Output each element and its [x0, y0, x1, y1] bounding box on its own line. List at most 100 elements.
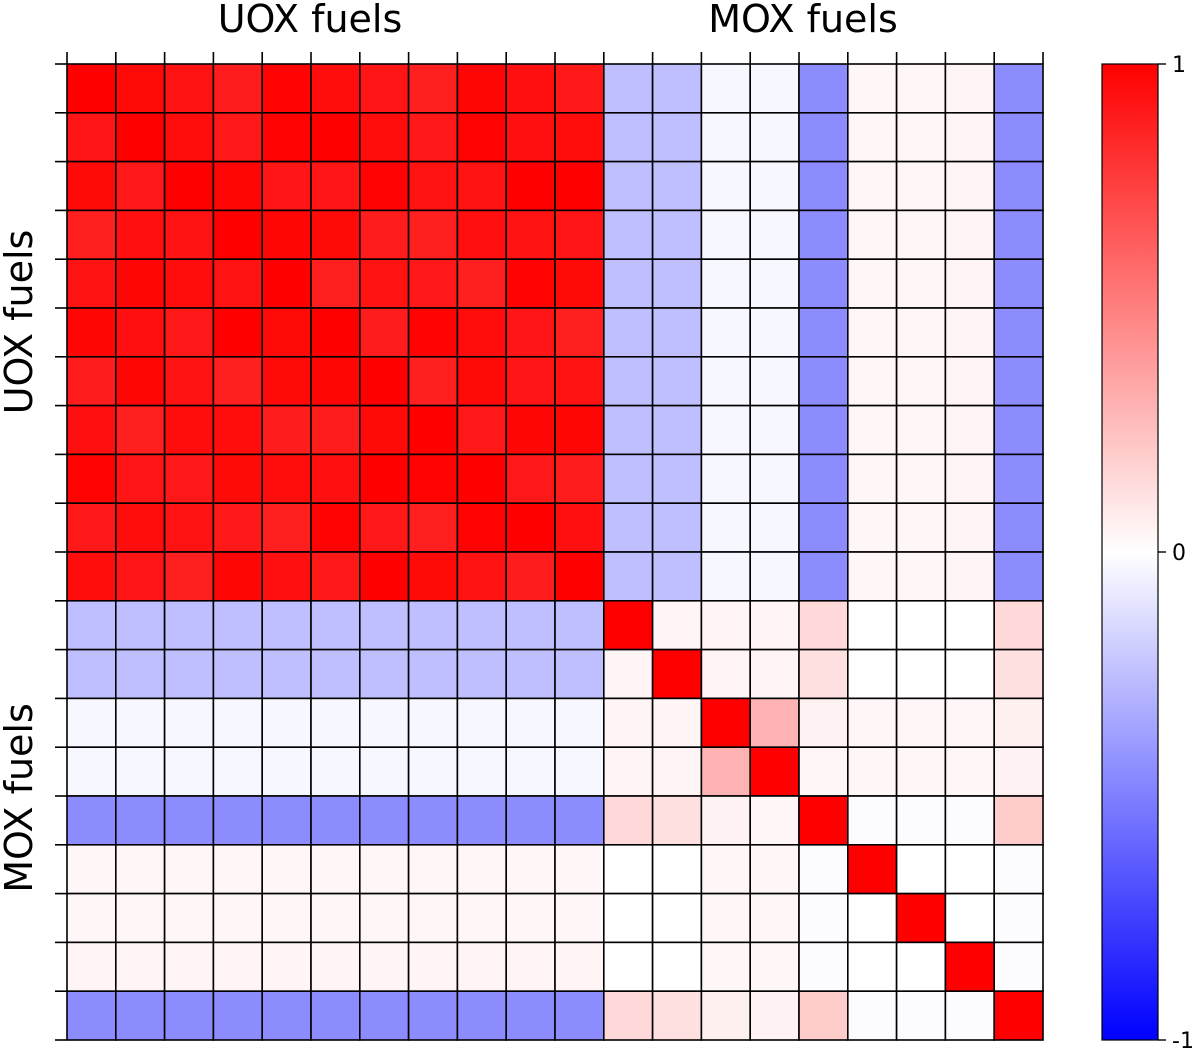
heatmap-cell-14-4	[261, 746, 312, 797]
heatmap-cell-1-2	[163, 112, 215, 163]
heatmap-cell-4-0	[66, 258, 117, 309]
heatmap-cell-19-13	[700, 990, 752, 1041]
heatmap-cell-10-1	[115, 551, 166, 602]
heatmap-cell-8-10	[554, 453, 605, 504]
heatmap-cell-0-13	[700, 63, 752, 114]
heatmap-cell-16-19	[993, 843, 1044, 895]
top-group-label-mox: MOX fuels	[708, 0, 898, 41]
heatmap-cell-3-7	[407, 209, 459, 260]
heatmap-cell-13-19	[993, 697, 1044, 749]
heatmap-cell-10-16	[846, 551, 898, 602]
heatmap-cell-8-15	[798, 453, 849, 504]
heatmap-cell-16-2	[163, 843, 215, 895]
heatmap-cell-8-14	[749, 453, 800, 504]
heatmap-cell-14-13	[700, 746, 752, 797]
heatmap-cell-19-6	[358, 990, 410, 1041]
heatmap-cell-16-8	[456, 843, 507, 895]
heatmap-cell-6-3	[212, 355, 263, 407]
heatmap-cell-4-9	[505, 258, 556, 309]
heatmap-cell-5-4	[261, 307, 312, 358]
heatmap-cell-8-7	[407, 453, 459, 504]
heatmap-cell-1-18	[944, 112, 996, 163]
heatmap-cell-15-12	[651, 795, 703, 846]
heatmap-cell-7-7	[407, 404, 459, 456]
heatmap-cell-11-9	[505, 599, 556, 651]
heatmap-cell-15-3	[212, 795, 263, 846]
heatmap-cell-13-17	[895, 697, 947, 749]
heatmap-cell-6-16	[846, 355, 898, 407]
heatmap-cell-17-17	[895, 892, 947, 944]
heatmap-cell-11-6	[358, 599, 410, 651]
heatmap-cell-2-6	[358, 160, 410, 212]
heatmap-cell-7-5	[310, 404, 361, 456]
heatmap-cell-15-15	[798, 795, 849, 846]
heatmap-cell-13-15	[798, 697, 849, 749]
heatmap-cell-0-1	[115, 63, 166, 114]
heatmap-cell-19-8	[456, 990, 507, 1041]
heatmap-cell-6-12	[651, 355, 703, 407]
heatmap-cell-6-1	[115, 355, 166, 407]
heatmap-cell-9-9	[505, 502, 556, 553]
heatmap-cell-5-5	[310, 307, 361, 358]
heatmap-cell-17-1	[115, 892, 166, 944]
heatmap-cell-17-0	[66, 892, 117, 944]
heatmap-cell-3-8	[456, 209, 507, 260]
heatmap-cell-5-8	[456, 307, 507, 358]
heatmap-cell-19-12	[651, 990, 703, 1041]
heatmap-cell-5-14	[749, 307, 800, 358]
heatmap-cell-18-11	[602, 941, 654, 993]
heatmap-cell-16-7	[407, 843, 459, 895]
heatmap-cell-9-1	[115, 502, 166, 553]
left-group-label-mox: MOX fuels	[0, 703, 41, 893]
heatmap-cell-16-15	[798, 843, 849, 895]
heatmap-cell-8-1	[115, 453, 166, 504]
heatmap-cell-4-10	[554, 258, 605, 309]
heatmap-cell-17-12	[651, 892, 703, 944]
heatmap-cell-12-7	[407, 648, 459, 700]
heatmap-cell-9-13	[700, 502, 752, 553]
heatmap-cell-1-16	[846, 112, 898, 163]
colorbar-tick-label-2: -1	[1172, 1029, 1194, 1050]
heatmap-cell-5-1	[115, 307, 166, 358]
heatmap-cell-15-2	[163, 795, 215, 846]
heatmap-cell-14-6	[358, 746, 410, 797]
heatmap-cell-17-15	[798, 892, 849, 944]
heatmap-cell-4-12	[651, 258, 703, 309]
heatmap-cell-3-18	[944, 209, 996, 260]
heatmap-cell-2-19	[993, 160, 1044, 212]
heatmap-cell-5-11	[602, 307, 654, 358]
heatmap-cell-9-11	[602, 502, 654, 553]
heatmap-cell-0-6	[358, 63, 410, 114]
heatmap-cell-1-10	[554, 112, 605, 163]
heatmap-cell-1-4	[261, 112, 312, 163]
heatmap-cell-4-7	[407, 258, 459, 309]
heatmap-cell-12-5	[310, 648, 361, 700]
heatmap-cell-13-12	[651, 697, 703, 749]
heatmap-cell-3-12	[651, 209, 703, 260]
heatmap-cell-18-19	[993, 941, 1044, 993]
heatmap-cell-9-4	[261, 502, 312, 553]
heatmap-cell-16-11	[602, 843, 654, 895]
heatmap-cell-9-19	[993, 502, 1044, 553]
heatmap-cell-17-2	[163, 892, 215, 944]
heatmap-cell-12-12	[651, 648, 703, 700]
heatmap-cell-14-18	[944, 746, 996, 797]
heatmap-cell-3-14	[749, 209, 800, 260]
heatmap-cell-17-9	[505, 892, 556, 944]
heatmap-cell-11-13	[700, 599, 752, 651]
heatmap-cell-8-5	[310, 453, 361, 504]
heatmap-cell-1-17	[895, 112, 947, 163]
heatmap-cell-8-11	[602, 453, 654, 504]
heatmap-cell-9-10	[554, 502, 605, 553]
heatmap-cell-18-13	[700, 941, 752, 993]
heatmap-cell-18-7	[407, 941, 459, 993]
heatmap-cell-10-15	[798, 551, 849, 602]
heatmap-cell-2-13	[700, 160, 752, 212]
heatmap-cell-3-1	[115, 209, 166, 260]
heatmap-cell-7-2	[163, 404, 215, 456]
heatmap-cell-5-18	[944, 307, 996, 358]
heatmap-cell-19-11	[602, 990, 654, 1041]
heatmap-cell-5-2	[163, 307, 215, 358]
heatmap-cell-6-2	[163, 355, 215, 407]
heatmap-cell-18-5	[310, 941, 361, 993]
